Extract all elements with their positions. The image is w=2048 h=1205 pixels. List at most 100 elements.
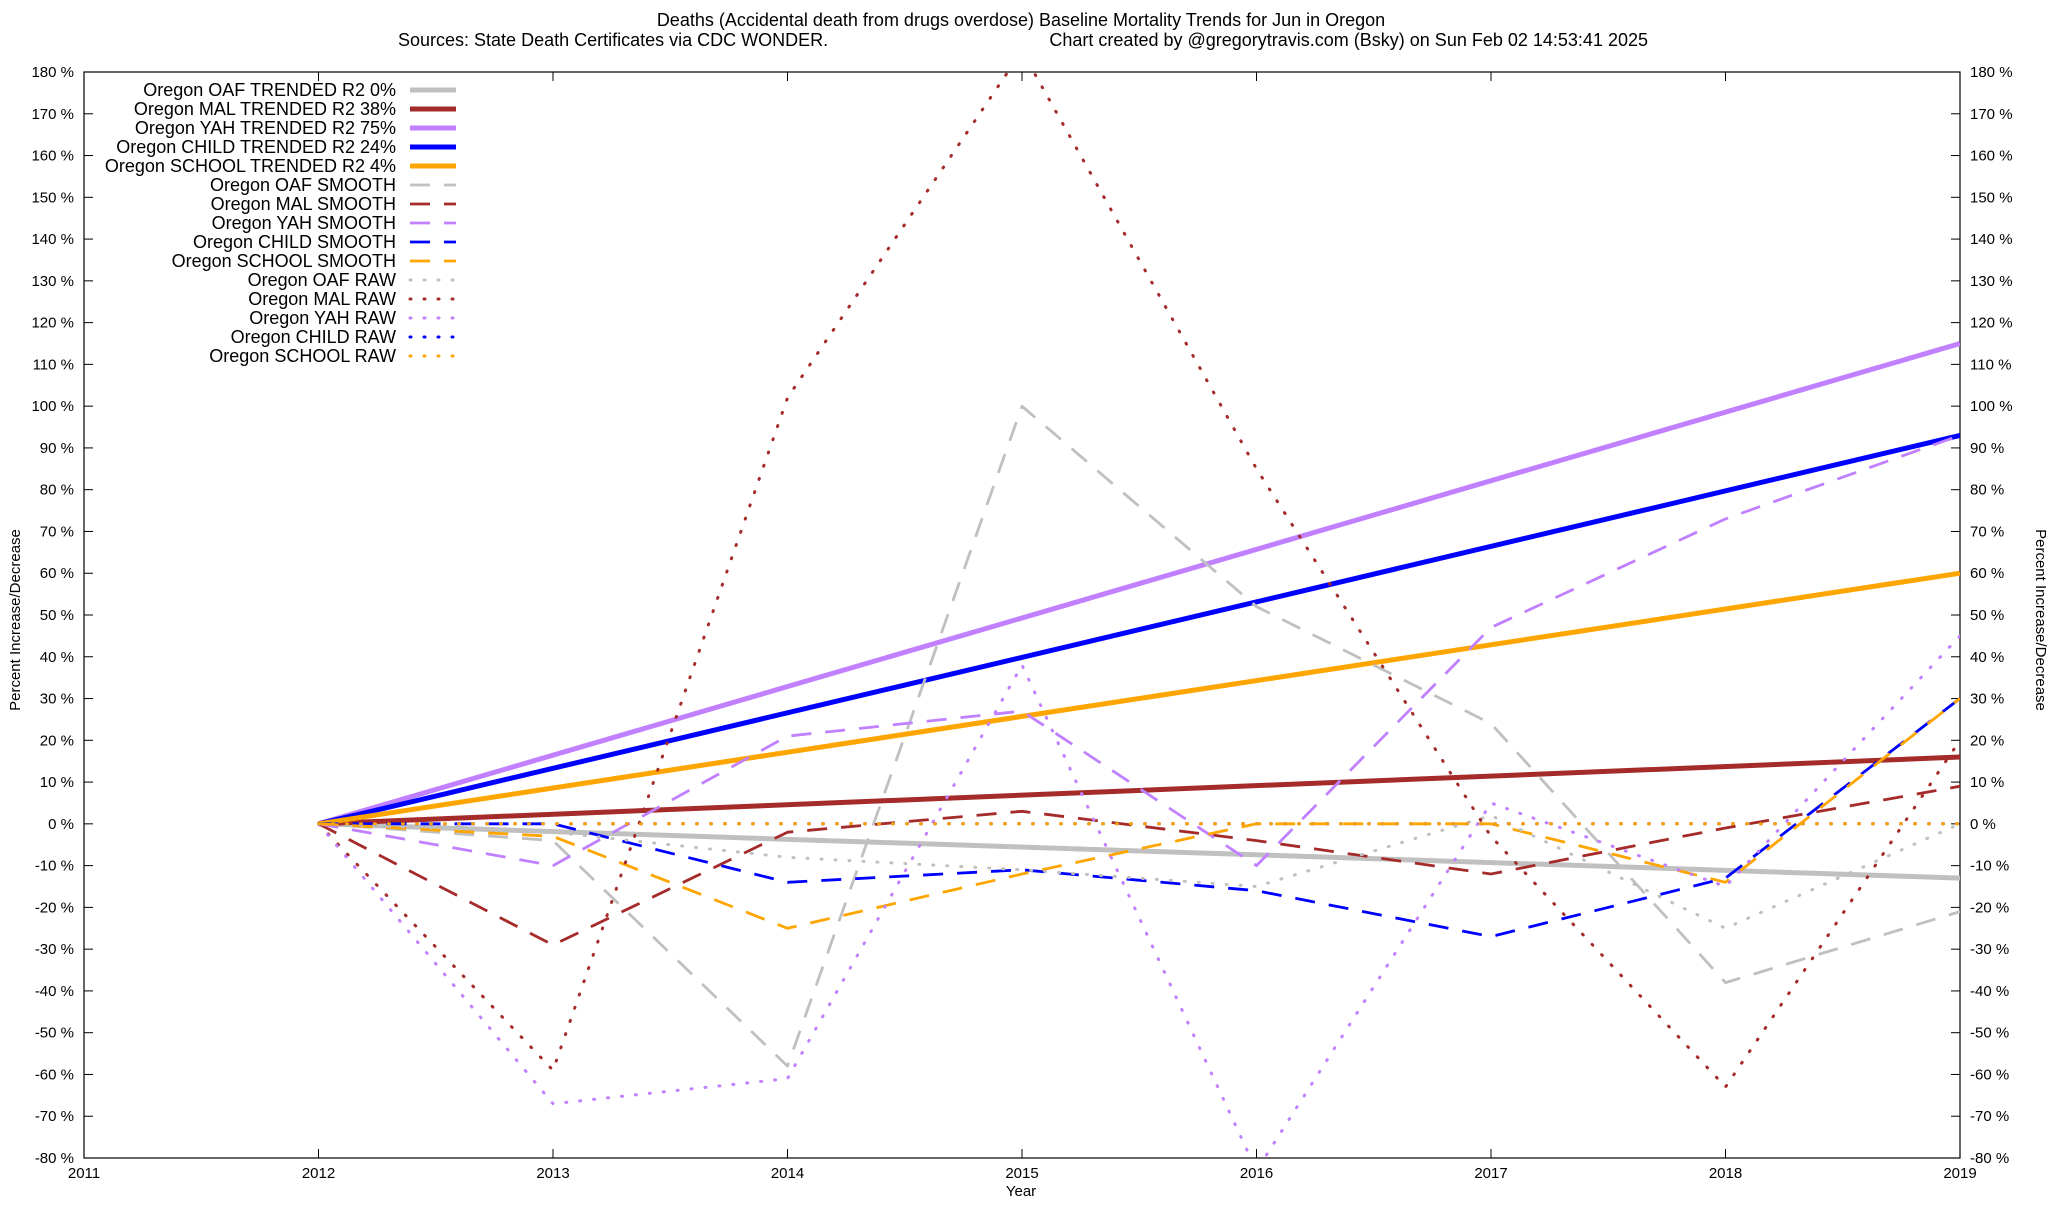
y-tick-label-right: 140 %	[1970, 231, 2013, 248]
x-tick-label: 2019	[1943, 1165, 1976, 1182]
y-tick-label-left: 50 %	[40, 607, 74, 624]
y-tick-label-right: 180 %	[1970, 64, 2013, 81]
y-tick-label-right: -30 %	[1970, 941, 2009, 958]
y-tick-label-right: 0 %	[1970, 816, 1996, 833]
y-tick-label-right: 150 %	[1970, 189, 2013, 206]
x-tick-label: 2018	[1709, 1165, 1742, 1182]
legend-label: Oregon CHILD TRENDED R2 24%	[116, 137, 396, 157]
series-line-oregon-oaf-raw	[317, 814, 1960, 930]
y-tick-label-left: 120 %	[31, 315, 74, 332]
series-line-oregon-yah-smooth	[318, 434, 1960, 867]
x-tick-label: 2011	[68, 1165, 100, 1182]
series-line-oregon-mal-raw	[317, 72, 1960, 1089]
y-tick-label-right: 70 %	[1970, 523, 2004, 540]
y-tick-label-left: 160 %	[31, 148, 74, 165]
series-line-oregon-child-trended	[317, 432, 1960, 827]
y-tick-label-left: 100 %	[31, 398, 74, 415]
series-layer	[317, 72, 1960, 1158]
series-line-oregon-mal-trended	[318, 754, 1960, 827]
y-tick-label-left: 110 %	[33, 356, 74, 373]
y-tick-label-right: -80 %	[1970, 1150, 2009, 1167]
chart-title: Deaths (Accidental death from drugs over…	[657, 10, 1385, 30]
x-axis-label: Year	[1006, 1183, 1036, 1200]
y-tick-label-left: 70 %	[40, 523, 74, 540]
legend: Oregon OAF TRENDED R2 0%Oregon MAL TREND…	[105, 80, 458, 366]
y-tick-label-right: -70 %	[1970, 1108, 2009, 1125]
y-tick-label-right: 80 %	[1970, 482, 2004, 499]
y-tick-label-right: 130 %	[1970, 273, 2013, 290]
y-tick-label-left: 80 %	[40, 482, 74, 499]
y-tick-label-left: 180 %	[31, 64, 74, 81]
legend-label: Oregon CHILD RAW	[231, 327, 396, 347]
y-tick-label-left: 30 %	[40, 691, 74, 708]
y-tick-label-left: 150 %	[31, 189, 74, 206]
legend-label: Oregon OAF TRENDED R2 0%	[143, 80, 396, 100]
y-tick-label-right: -20 %	[1970, 899, 2009, 916]
y-axis-label-left: Percent Increase/Decrease	[7, 529, 24, 711]
legend-label: Oregon YAH RAW	[249, 308, 396, 328]
legend-label: Oregon SCHOOL TRENDED R2 4%	[105, 156, 396, 176]
series-line-oregon-mal-smooth	[317, 784, 1960, 947]
series-line-oregon-yah-raw	[317, 634, 1960, 1158]
y-tick-label-left: 130 %	[31, 273, 74, 290]
legend-label: Oregon YAH TRENDED R2 75%	[135, 118, 396, 138]
y-tick-label-right: 20 %	[1970, 732, 2004, 749]
y-tick-label-right: -60 %	[1970, 1066, 2009, 1083]
y-tick-label-left: -60 %	[35, 1066, 74, 1083]
y-tick-label-right: -10 %	[1970, 858, 2009, 875]
y-tick-label-left: -80 %	[35, 1150, 74, 1167]
series-line-oregon-school-smooth	[318, 697, 1960, 930]
y-tick-label-left: 140 %	[31, 231, 74, 248]
legend-label: Oregon YAH SMOOTH	[212, 213, 396, 233]
legend-label: Oregon CHILD SMOOTH	[193, 232, 396, 252]
x-tick-label: 2013	[536, 1165, 569, 1182]
y-tick-label-right: 170 %	[1970, 106, 2013, 123]
y-axis-label-right: Percent Increase/Decrease	[2032, 529, 2048, 711]
y-tick-label-left: 60 %	[40, 565, 74, 582]
y-tick-label-right: 10 %	[1970, 774, 2004, 791]
y-tick-label-right: 110 %	[1970, 356, 2011, 373]
legend-label: Oregon MAL TRENDED R2 38%	[134, 99, 396, 119]
y-tick-label-right: -40 %	[1970, 983, 2009, 1000]
y-tick-label-right: 90 %	[1970, 440, 2004, 457]
y-tick-label-left: 90 %	[40, 440, 74, 457]
y-tick-label-left: -30 %	[35, 941, 74, 958]
legend-label: Oregon MAL RAW	[248, 289, 396, 309]
y-tick-label-left: -40 %	[35, 983, 74, 1000]
legend-label: Oregon SCHOOL SMOOTH	[172, 251, 396, 271]
y-tick-label-left: -50 %	[35, 1025, 74, 1042]
axes-layer: 2011 2012 2013 2014 2015 2016 2017 2018 2019-80 …	[31, 64, 2012, 1182]
x-tick-label: 2016	[1240, 1165, 1273, 1182]
series-line-oregon-oaf-smooth	[318, 404, 1960, 1068]
series-line-oregon-child-smooth	[318, 697, 1960, 938]
legend-label: Oregon OAF SMOOTH	[210, 175, 396, 195]
x-tick-label: 2012	[302, 1165, 335, 1182]
y-tick-label-left: -10 %	[35, 858, 74, 875]
y-tick-label-right: 50 %	[1970, 607, 2004, 624]
y-tick-label-left: -20 %	[35, 899, 74, 916]
chart-subtitle-source: Sources: State Death Certificates via CD…	[398, 30, 828, 50]
y-tick-label-right: 40 %	[1970, 649, 2004, 666]
series-line-oregon-school-trended	[318, 570, 1960, 827]
y-tick-label-left: 0 %	[48, 816, 74, 833]
series-line-oregon-yah-trended	[317, 341, 1960, 827]
y-tick-label-left: 40 %	[40, 649, 74, 666]
y-tick-label-right: 120 %	[1970, 315, 2013, 332]
y-tick-label-right: 100 %	[1970, 398, 2013, 415]
x-tick-label: 2017	[1474, 1165, 1507, 1182]
y-tick-label-right: 30 %	[1970, 691, 2004, 708]
x-tick-label: 2015	[1005, 1165, 1038, 1182]
chart-subtitle-credit: Chart created by @gregorytravis.com (Bsk…	[1049, 30, 1648, 50]
y-tick-label-left: 20 %	[40, 732, 74, 749]
y-tick-label-right: 160 %	[1970, 148, 2013, 165]
y-tick-label-left: -70 %	[35, 1108, 74, 1125]
y-tick-label-left: 10 %	[40, 774, 74, 791]
x-tick-label: 2014	[771, 1165, 804, 1182]
y-tick-label-left: 170 %	[31, 106, 74, 123]
y-tick-label-right: -50 %	[1970, 1025, 2009, 1042]
legend-label: Oregon MAL SMOOTH	[211, 194, 396, 214]
y-tick-label-right: 60 %	[1970, 565, 2004, 582]
legend-label: Oregon OAF RAW	[248, 270, 396, 290]
